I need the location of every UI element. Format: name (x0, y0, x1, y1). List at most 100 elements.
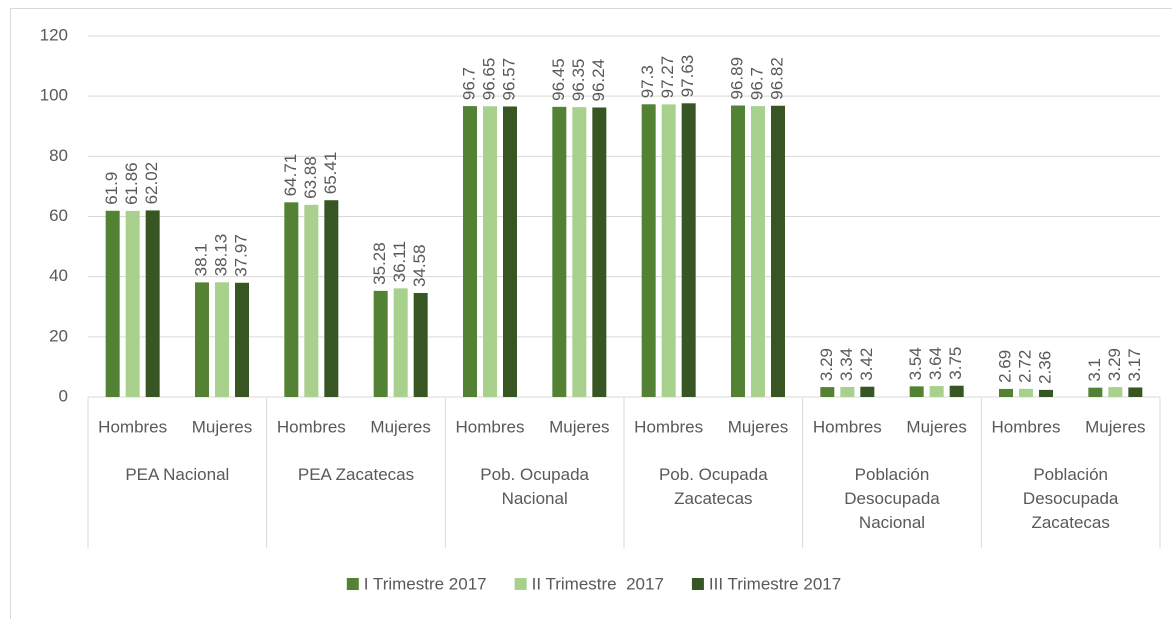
data-label: 3.34 (837, 348, 856, 381)
bar (999, 388, 1013, 397)
y-tick-label: 100 (40, 86, 68, 105)
y-tick-label: 80 (49, 146, 68, 165)
bar (929, 386, 944, 397)
y-tick-label: 60 (49, 206, 68, 225)
group-label: Población Desocupada Nacional (844, 465, 940, 532)
chart-border (10, 8, 1172, 619)
bar (641, 104, 656, 397)
bar (1039, 389, 1053, 397)
bar (503, 106, 517, 397)
data-label: 64.71 (281, 154, 300, 197)
bar (1019, 388, 1033, 397)
data-label: 3.29 (817, 348, 836, 381)
data-label: 65.41 (321, 152, 340, 195)
x-tick-label: Mujeres (370, 417, 430, 436)
bar (860, 386, 875, 397)
data-label: 96.89 (727, 57, 746, 100)
bar (1128, 387, 1143, 397)
bar (413, 292, 428, 397)
bar (195, 282, 209, 397)
legend-label: III Trimestre 2017 (709, 574, 841, 593)
bar (145, 210, 160, 397)
data-label: 63.88 (301, 156, 320, 199)
data-label: 97.3 (638, 65, 657, 98)
legend-label: I Trimestre 2017 (364, 574, 487, 593)
x-tick-label: Mujeres (906, 417, 966, 436)
group-label: Pob. Ocupada Zacatecas (658, 465, 768, 508)
legend-swatch (691, 578, 704, 590)
bar (393, 288, 408, 397)
data-label: 2.72 (1015, 350, 1034, 383)
y-tick-label: 120 (40, 25, 68, 44)
bar (1088, 387, 1103, 397)
data-label: 62.02 (142, 162, 161, 205)
data-label: 3.17 (1125, 348, 1144, 381)
bar (1108, 387, 1123, 397)
bar (572, 107, 587, 397)
bar (751, 106, 765, 397)
x-tick-label: Mujeres (549, 417, 609, 436)
data-label: 38.1 (191, 243, 210, 276)
data-label: 3.64 (926, 347, 945, 380)
legend-label: II Trimestre 2017 (532, 574, 664, 593)
bar (235, 282, 249, 397)
data-label: 3.1 (1085, 358, 1104, 382)
data-label: 35.28 (370, 242, 389, 285)
x-tick-label: Hombres (456, 417, 525, 436)
bar (483, 106, 497, 398)
y-tick-label: 0 (59, 386, 68, 405)
bar (731, 105, 745, 397)
data-label: 37.97 (231, 234, 250, 277)
data-label: 3.75 (946, 347, 965, 380)
data-label: 2.69 (995, 350, 1014, 383)
bar (463, 106, 477, 397)
x-tick-label: Mujeres (192, 417, 252, 436)
bar (304, 204, 319, 397)
y-tick-label: 40 (49, 266, 68, 285)
data-label: 61.9 (102, 172, 121, 205)
data-label: 96.57 (499, 58, 518, 101)
bar (552, 106, 567, 397)
group-label: Pob. Ocupada Nacional (480, 465, 589, 508)
legend-swatch (514, 578, 527, 590)
data-label: 96.82 (767, 57, 786, 100)
bar (661, 104, 676, 397)
bar (105, 210, 120, 397)
data-label: 97.27 (658, 56, 677, 99)
group-label: Población Desocupada Zacatecas (1022, 465, 1119, 532)
data-label: 97.63 (678, 55, 697, 98)
x-tick-label: Hombres (992, 417, 1061, 436)
data-label: 96.7 (747, 67, 766, 100)
bar (215, 282, 229, 397)
data-label: 96.7 (459, 67, 478, 100)
x-tick-label: Hombres (98, 417, 167, 436)
bar (324, 200, 339, 397)
data-label: 96.45 (549, 58, 568, 101)
bar (681, 103, 696, 397)
bar (592, 107, 607, 397)
bar (373, 290, 388, 397)
y-tick-label: 20 (49, 326, 68, 345)
bar (125, 210, 140, 397)
group-label: PEA Nacional (125, 465, 230, 484)
x-tick-label: Hombres (813, 417, 882, 436)
data-label: 3.42 (857, 348, 876, 381)
data-label: 36.11 (390, 241, 409, 282)
data-label: 96.35 (569, 59, 588, 102)
legend-swatch (346, 578, 359, 590)
x-tick-label: Hombres (277, 417, 346, 436)
data-label: 3.29 (1105, 348, 1124, 381)
data-label: 2.36 (1035, 351, 1054, 384)
data-label: 61.86 (122, 162, 141, 205)
data-label: 96.65 (479, 58, 498, 101)
data-label: 96.24 (589, 59, 608, 102)
bar (909, 386, 924, 397)
data-label: 34.58 (410, 244, 429, 287)
data-label: 38.13 (211, 234, 230, 277)
bar (284, 202, 299, 397)
x-tick-label: Mujeres (1085, 417, 1145, 436)
bar (840, 386, 855, 397)
x-tick-label: Hombres (634, 417, 703, 436)
